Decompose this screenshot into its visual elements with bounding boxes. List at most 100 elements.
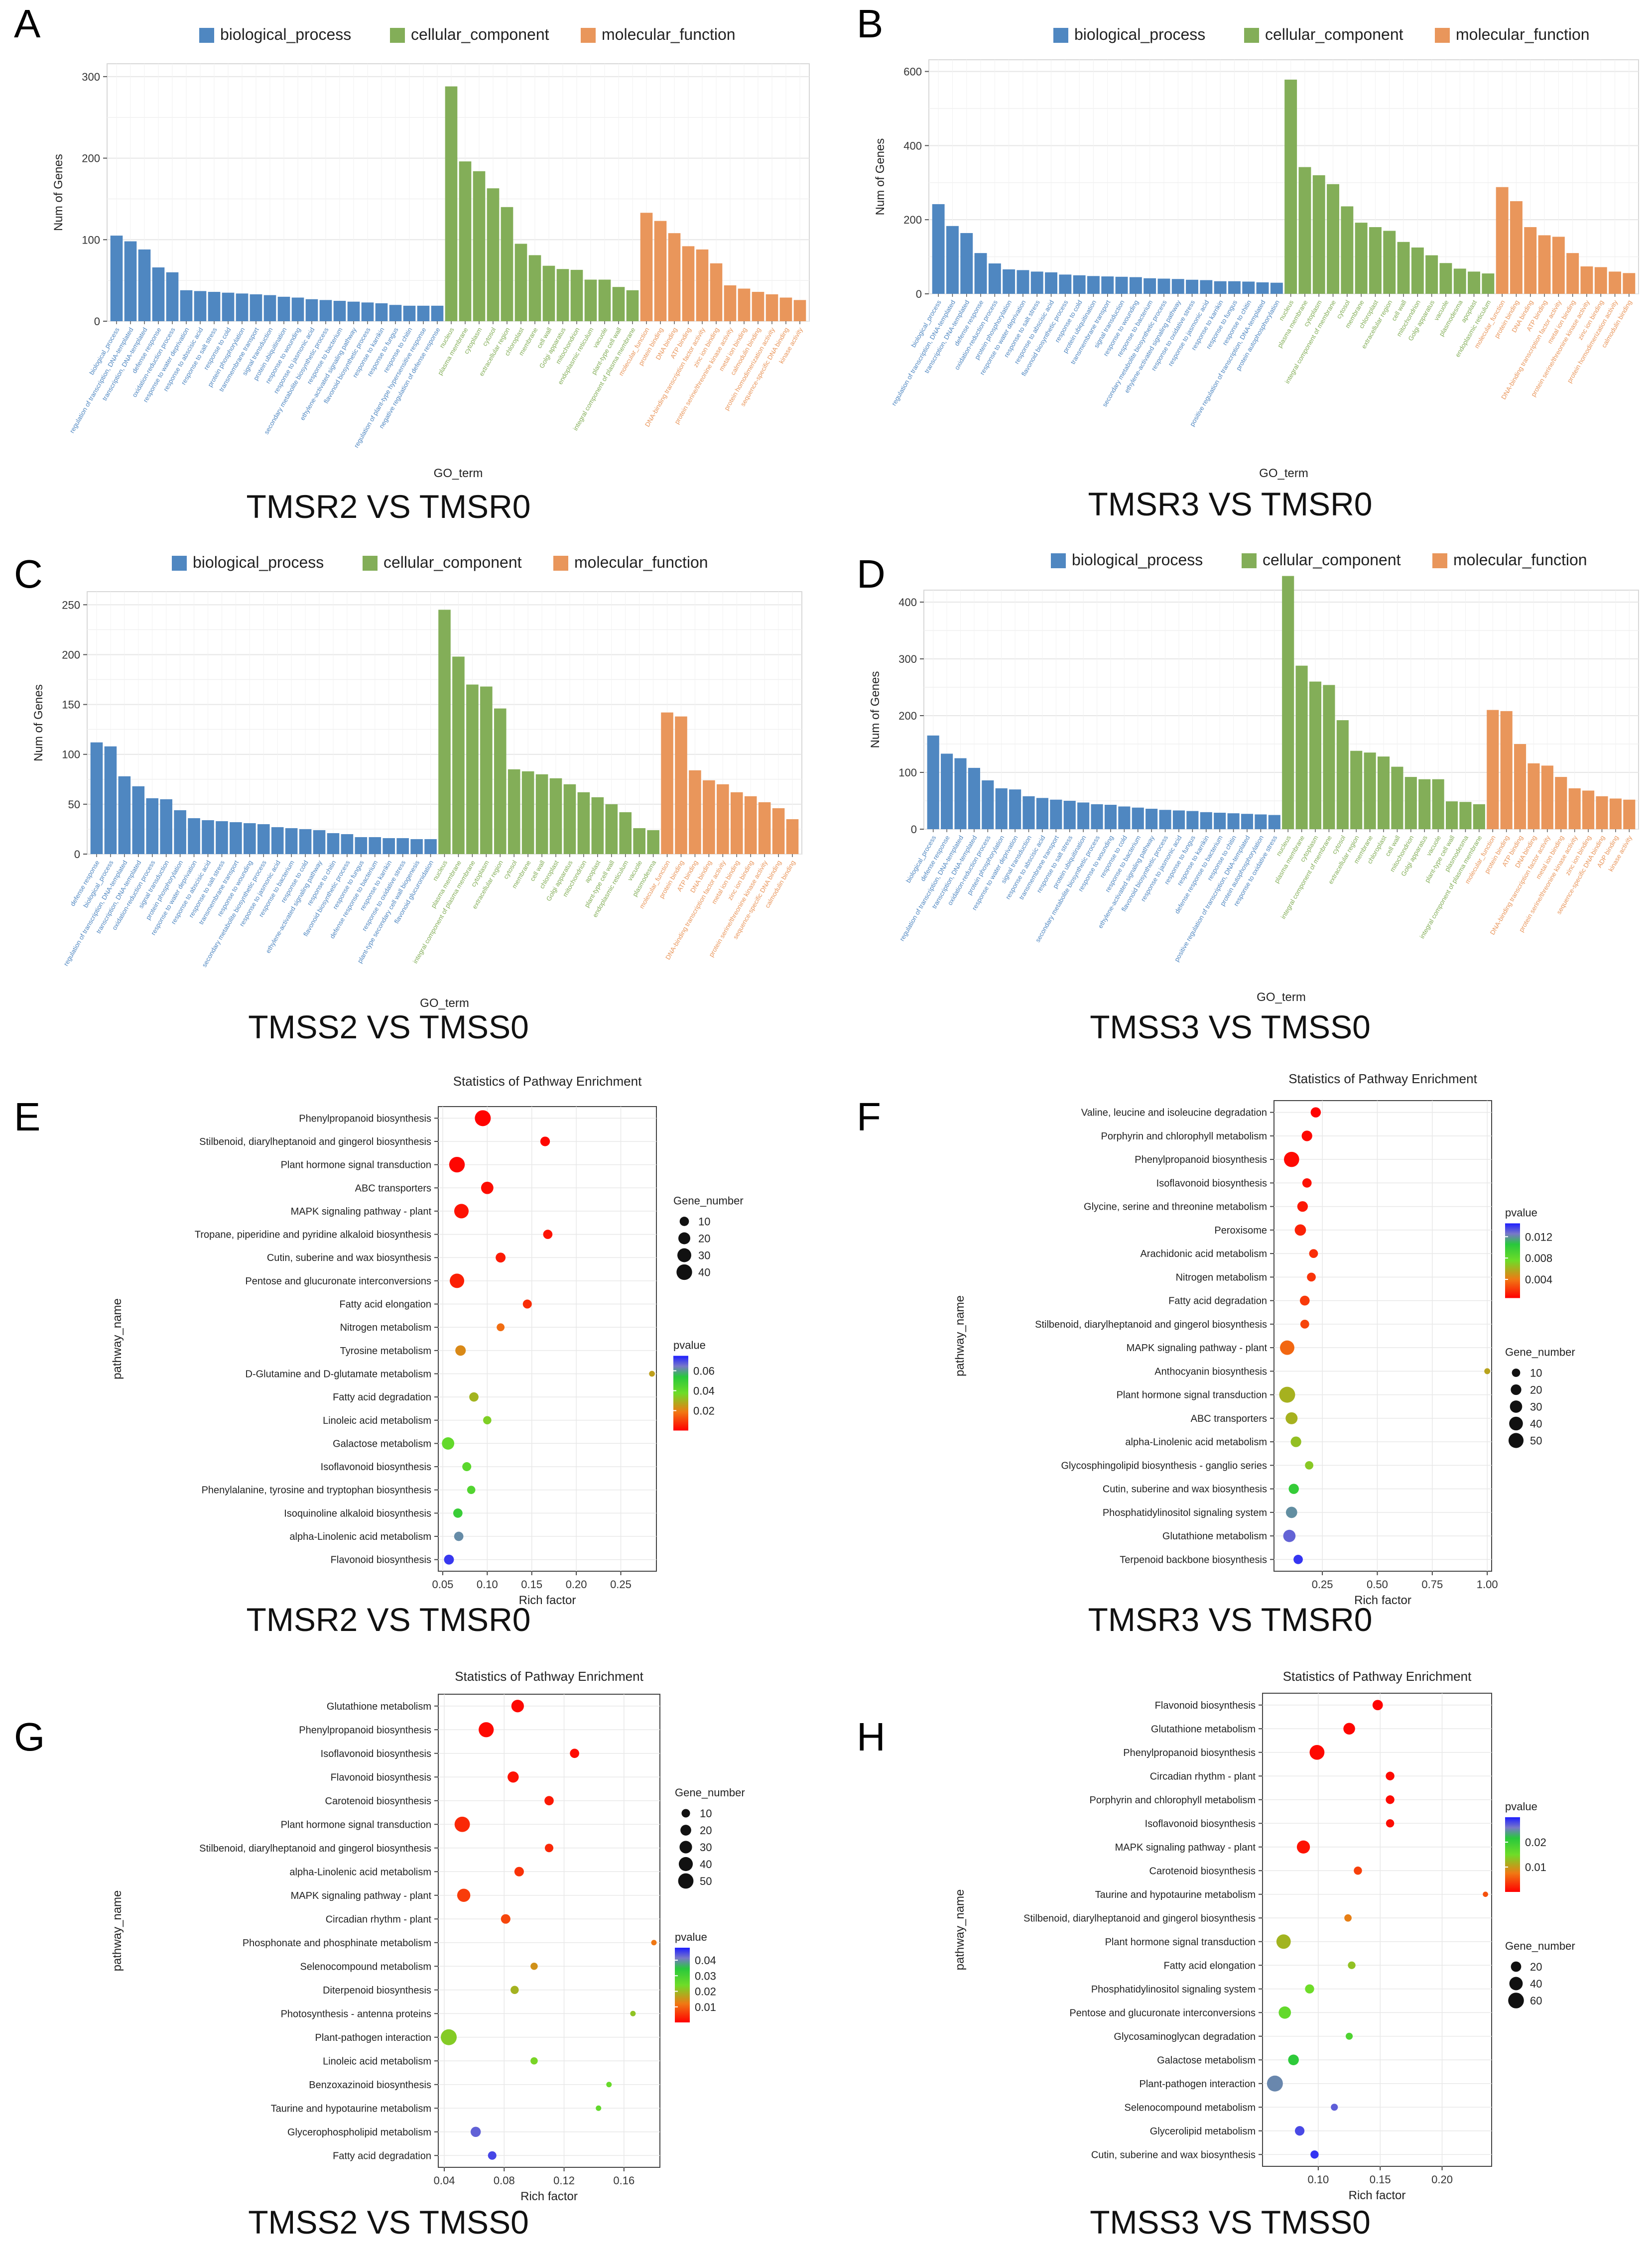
bar-cellular_component: [612, 287, 625, 321]
bar-molecular_function: [1524, 227, 1537, 294]
bar-biological_process: [1228, 281, 1241, 294]
bar-biological_process: [941, 753, 953, 829]
y-tick-label: Phenylpropanoid biosynthesis: [299, 1113, 431, 1124]
data-point: [1302, 1178, 1312, 1188]
plot-area: [438, 1694, 660, 2168]
data-point: [1309, 1745, 1325, 1760]
y-tick-label: Linoleic acid metabolism: [323, 2056, 431, 2067]
x-tick-label: 0.10: [477, 1578, 498, 1591]
panel-caption: TMSR3 VS TMSR0: [1088, 486, 1373, 522]
size-legend-title: Gene_number: [1505, 1346, 1575, 1359]
bar-biological_process: [1115, 276, 1128, 294]
color-legend-title: pvalue: [1505, 1207, 1537, 1219]
data-point: [596, 2105, 602, 2111]
bar-biological_process: [1129, 277, 1142, 294]
data-point: [496, 1252, 506, 1263]
color-legend-label: 0.04: [695, 1954, 716, 1967]
bar-molecular_function: [1609, 271, 1622, 294]
panel-caption: TMSR2 VS TMSR0: [247, 488, 531, 525]
bar-biological_process: [1214, 812, 1226, 829]
y-tick-label: Anthocyanin biosynthesis: [1154, 1366, 1267, 1377]
data-point: [1386, 1795, 1395, 1804]
y-tick-label: Taurine and hypotaurine metabolism: [271, 2103, 431, 2114]
data-point: [1307, 1272, 1316, 1282]
x-tick-label: regulation of transcription, DNA-templat…: [68, 326, 135, 434]
bar-cellular_component: [1432, 779, 1444, 829]
bar-biological_process: [1241, 814, 1254, 829]
y-tick-label: Glycerolipid metabolism: [1150, 2126, 1256, 2137]
data-point: [1331, 2104, 1338, 2111]
size-legend-label: 20: [700, 1824, 712, 1837]
color-legend-bar: [675, 1948, 690, 2022]
size-legend-dot: [678, 1857, 693, 1872]
y-tick-label: Plant hormone signal transduction: [281, 1819, 431, 1830]
data-point: [606, 2082, 612, 2088]
data-point: [1276, 1934, 1291, 1949]
bar-molecular_function: [1527, 763, 1540, 829]
bar-cellular_component: [508, 769, 520, 854]
bar-biological_process: [1186, 811, 1199, 829]
data-point: [514, 1867, 524, 1876]
bar-biological_process: [382, 838, 395, 854]
data-point: [544, 1844, 554, 1853]
size-legend-dot: [1512, 1369, 1521, 1377]
bar-biological_process: [132, 786, 145, 854]
y-tick-label: Phenylpropanoid biosynthesis: [1123, 1748, 1256, 1758]
color-legend-label: 0.03: [695, 1970, 716, 1982]
bar-molecular_function: [1496, 187, 1509, 294]
bar-biological_process: [1059, 274, 1072, 294]
y-tick-label: Isoflavonoid biosynthesis: [1156, 1178, 1267, 1189]
data-point: [1285, 1412, 1298, 1424]
x-axis-title: Rich factor: [1349, 2189, 1406, 2202]
y-tick-label: Galactose metabolism: [1157, 2055, 1256, 2066]
bar-biological_process: [1036, 798, 1048, 829]
data-point: [1280, 1340, 1294, 1355]
data-point: [1267, 2075, 1283, 2092]
bar-biological_process: [1063, 801, 1076, 829]
size-legend-label: 10: [698, 1216, 710, 1228]
legend-label: biological_process: [193, 553, 324, 571]
data-point: [1283, 1529, 1296, 1542]
bar-biological_process: [1214, 281, 1227, 294]
data-point: [570, 1749, 579, 1758]
size-legend-label: 10: [700, 1807, 712, 1820]
bar-biological_process: [927, 735, 939, 829]
panel-caption: TMSS3 VS TMSS0: [1090, 1008, 1371, 1045]
bar-cellular_component: [1364, 752, 1376, 829]
size-legend-title: Gene_number: [673, 1195, 744, 1207]
data-point: [1305, 1461, 1314, 1470]
panel-a: A 0 100 200 300 biological_process regulation …: [14, 1, 810, 525]
bar-molecular_function: [1541, 765, 1553, 829]
bar-biological_process: [1017, 270, 1029, 294]
bar-molecular_function: [1623, 273, 1636, 294]
bar-cellular_component: [577, 792, 590, 854]
y-tick-label: Phenylpropanoid biosynthesis: [299, 1725, 431, 1736]
bar-molecular_function: [752, 292, 764, 321]
data-point: [1344, 1914, 1352, 1922]
bar-cellular_component: [466, 684, 479, 854]
data-point: [1348, 1961, 1356, 1969]
panel-letter: C: [14, 552, 43, 596]
data-point: [467, 1486, 476, 1495]
data-point: [510, 1986, 519, 1995]
data-point: [501, 1914, 510, 1924]
data-point: [1297, 1201, 1308, 1212]
bar-cellular_component: [1298, 167, 1311, 294]
bar-cellular_component: [459, 161, 472, 321]
legend-label: cellular_component: [1265, 25, 1403, 43]
bar-cellular_component: [1312, 175, 1325, 294]
data-point: [1294, 2126, 1305, 2136]
data-point: [441, 2029, 457, 2045]
bar-biological_process: [417, 305, 430, 321]
bar-biological_process: [403, 305, 416, 321]
bar-biological_process: [124, 241, 137, 321]
y-tick-label: Plant-pathogen interaction: [315, 2032, 432, 2043]
data-point: [508, 1771, 519, 1783]
data-point: [475, 1110, 491, 1126]
bar-biological_process: [1144, 278, 1156, 294]
bar-biological_process: [410, 839, 423, 854]
bar-biological_process: [355, 837, 368, 854]
y-tick-label: Stilbenoid, diarylheptanoid and gingerol…: [199, 1136, 431, 1147]
size-legend-label: 40: [1530, 1978, 1542, 1990]
